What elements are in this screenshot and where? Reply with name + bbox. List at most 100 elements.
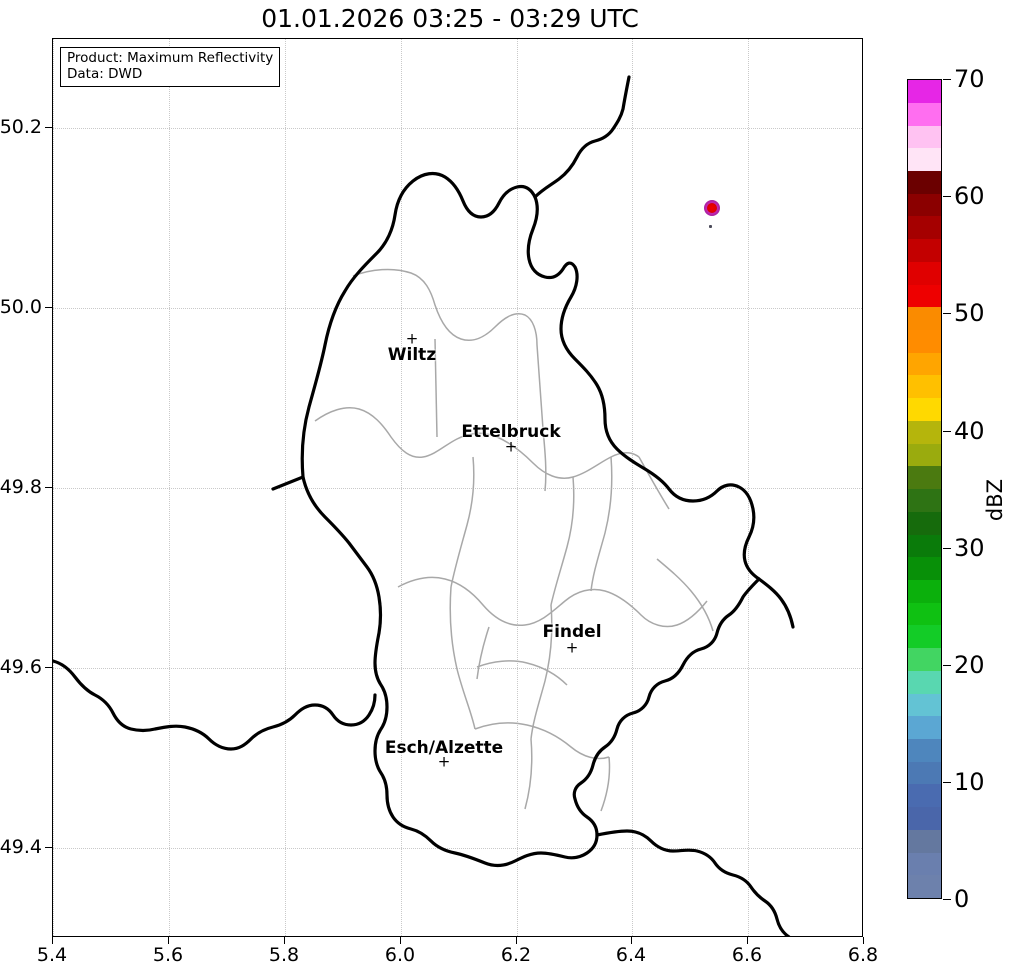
gridline-horizontal (53, 128, 862, 129)
colorbar-tick-label: 10 (954, 768, 985, 796)
colorbar-band-20 (908, 420, 941, 444)
colorbar-band-28 (908, 239, 941, 262)
colorbar-band-29 (908, 216, 941, 240)
x-tick-label: 6.8 (847, 944, 879, 966)
colorbar-tick (943, 431, 951, 432)
colorbar-band-24 (908, 330, 941, 353)
colorbar-tick-label: 20 (954, 651, 985, 679)
colorbar-band-25 (908, 307, 941, 331)
y-tick (45, 487, 52, 488)
gridline-vertical (53, 39, 54, 936)
colorbar-band-4 (908, 784, 941, 808)
y-tick-label: 50.2 (0, 116, 42, 138)
colorbar-band-19 (908, 443, 941, 467)
colorbar-tick-label: 70 (954, 65, 985, 93)
x-tick (747, 937, 748, 944)
city-label-findel: Findel (542, 622, 602, 642)
colorbar-band-31 (908, 171, 941, 194)
colorbar[interactable] (907, 79, 942, 899)
colorbar-band-30 (908, 193, 941, 217)
colorbar-band-12 (908, 602, 941, 626)
y-tick-label: 49.8 (0, 476, 42, 498)
colorbar-tick-label: 40 (954, 417, 985, 445)
y-tick (45, 307, 52, 308)
y-tick-label: 49.4 (0, 836, 42, 858)
x-tick (168, 937, 169, 944)
gridline-vertical (517, 39, 518, 936)
colorbar-band-35 (908, 80, 941, 103)
x-tick (52, 937, 53, 944)
gridline-vertical (401, 39, 402, 936)
y-tick (45, 847, 52, 848)
y-tick-label: 49.6 (0, 656, 42, 678)
colorbar-tick (943, 548, 951, 549)
gridline-vertical (169, 39, 170, 936)
x-tick (284, 937, 285, 944)
product-info-line-data: Data: DWD (67, 65, 143, 82)
city-marker-ettelbruck: + (504, 437, 518, 456)
colorbar-band-0 (908, 875, 941, 898)
gridline-horizontal (53, 848, 862, 849)
colorbar-band-33 (908, 125, 941, 149)
colorbar-band-16 (908, 511, 941, 535)
colorbar-band-3 (908, 807, 941, 830)
y-tick (45, 127, 52, 128)
page-title: 01.01.2026 03:25 - 03:29 UTC (261, 4, 639, 33)
colorbar-tick (943, 196, 951, 197)
product-info-line-product: Product: Maximum Reflectivity (67, 50, 274, 66)
gridline-vertical (632, 39, 633, 936)
product-info-box: Product: Maximum Reflectivity Data: DWD (60, 47, 281, 87)
colorbar-tick (943, 313, 951, 314)
x-tick-label: 5.4 (36, 944, 68, 966)
colorbar-band-32 (908, 148, 941, 171)
colorbar-band-23 (908, 352, 941, 376)
colorbar-tick-label: 30 (954, 534, 985, 562)
colorbar-band-8 (908, 693, 941, 717)
colorbar-band-6 (908, 738, 941, 762)
gridline-horizontal (53, 488, 862, 489)
x-tick-label: 6.4 (615, 944, 647, 966)
colorbar-tick (943, 665, 951, 666)
colorbar-tick (943, 79, 951, 80)
colorbar-band-26 (908, 284, 941, 308)
colorbar-tick (943, 899, 951, 900)
colorbar-tick (943, 782, 951, 783)
gridline-vertical (748, 39, 749, 936)
map-plot-area[interactable]: Wiltz + Ettelbruck + Findel + Esch/Alzet… (52, 38, 863, 937)
radar-echo-core (707, 203, 717, 213)
colorbar-band-21 (908, 398, 941, 421)
x-tick (516, 937, 517, 944)
colorbar-band-11 (908, 625, 941, 649)
colorbar-band-15 (908, 534, 941, 558)
radar-echo-trace-pixel (709, 225, 712, 228)
colorbar-band-9 (908, 670, 941, 694)
colorbar-band-1 (908, 852, 941, 876)
colorbar-axis-label: dBZ (983, 478, 1007, 522)
gridline-vertical (285, 39, 286, 936)
map-boundaries (53, 75, 795, 936)
colorbar-tick-label: 50 (954, 299, 985, 327)
y-tick (45, 667, 52, 668)
city-marker-findel: + (565, 638, 579, 657)
colorbar-band-13 (908, 579, 941, 603)
colorbar-band-18 (908, 466, 941, 490)
x-tick (400, 937, 401, 944)
colorbar-band-5 (908, 761, 941, 785)
city-label-ettelbruck: Ettelbruck (461, 422, 561, 442)
x-tick-label: 6.2 (500, 944, 532, 966)
colorbar-band-10 (908, 648, 941, 671)
colorbar-band-7 (908, 716, 941, 739)
x-tick-label: 6.0 (384, 944, 416, 966)
x-tick (863, 937, 864, 944)
colorbar-tick-label: 60 (954, 182, 985, 210)
colorbar-tick-label: 0 (954, 885, 970, 913)
x-tick-label: 5.6 (152, 944, 184, 966)
y-tick-label: 50.0 (0, 296, 42, 318)
x-tick (631, 937, 632, 944)
x-tick-label: 6.6 (731, 944, 763, 966)
colorbar-band-14 (908, 557, 941, 580)
city-marker-wiltz: + (405, 329, 419, 348)
colorbar-band-17 (908, 489, 941, 512)
colorbar-band-27 (908, 261, 941, 285)
city-label-wiltz: Wiltz (387, 345, 437, 365)
